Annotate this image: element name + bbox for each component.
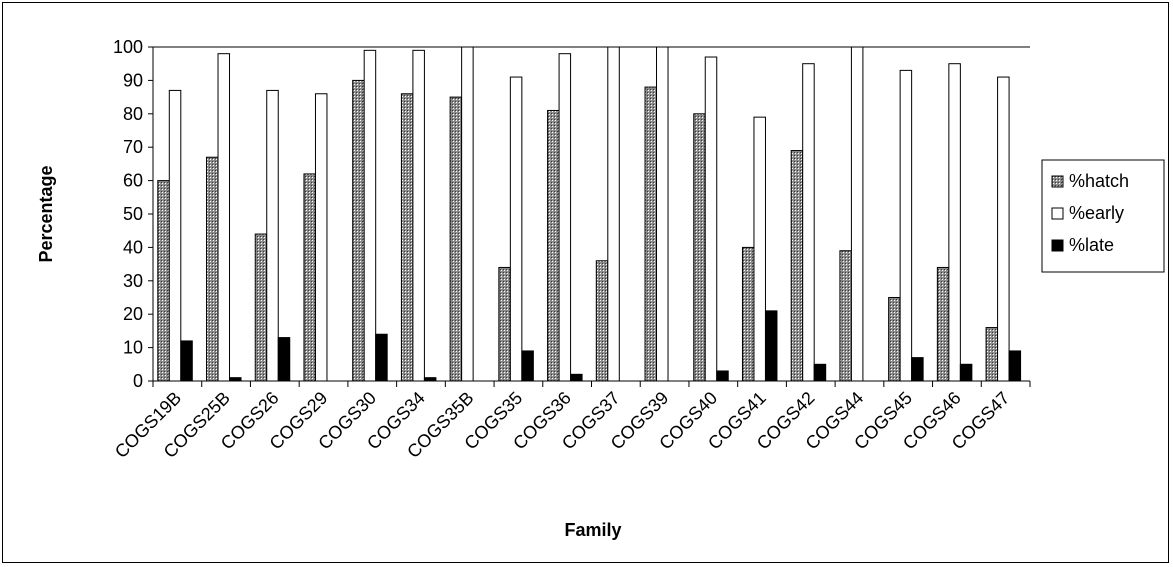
bar-pct-early-COGS19B [168, 89, 182, 382]
legend-swatch-pct-late [1051, 239, 1064, 252]
y-tick-labels: 0 10 20 30 40 50 60 70 80 90 100 [113, 37, 143, 391]
bar-pct-early-COGS29 [314, 93, 328, 382]
bar-pct-hatch-COGS19B [157, 180, 170, 382]
bar-pct-hatch-COGS30 [352, 79, 365, 382]
legend-label-pct-hatch: %hatch [1069, 171, 1129, 191]
y-tick-label-40: 40 [123, 237, 143, 257]
bar-pct-hatch-COGS46 [936, 266, 950, 382]
bar-pct-hatch-COGS40 [693, 113, 706, 382]
bar-pct-hatch-COGS36 [547, 109, 560, 382]
bar-pct-late-COGS47 [1008, 350, 1022, 382]
bar-pct-early-COGS45 [899, 69, 913, 382]
bar-pct-hatch-COGS37 [595, 260, 609, 382]
bar-pct-hatch-COGS39 [644, 86, 658, 382]
bar-pct-early-COGS47 [997, 76, 1010, 382]
bar-pct-early-COGS46 [948, 63, 961, 382]
bar-pct-hatch-COGS45 [888, 297, 901, 382]
bar-pct-late-COGS40 [716, 370, 729, 382]
bar-pct-late-COGS30 [375, 333, 388, 382]
bar-pct-hatch-COGS44 [839, 250, 852, 382]
bar-pct-early-COGS41 [753, 116, 766, 382]
x-axis-title: Family [564, 520, 621, 540]
bar-pct-hatch-COGS34 [400, 93, 414, 382]
bar-pct-early-COGS35 [509, 76, 523, 382]
y-axis-title: Percentage [36, 165, 56, 262]
bar-pct-late-COGS25B [229, 377, 242, 382]
bar-pct-early-COGS36 [558, 53, 572, 382]
bar-pct-hatch-COGS26 [254, 233, 268, 382]
bar-pct-late-COGS19B [180, 340, 193, 382]
y-tick-label-10: 10 [123, 338, 143, 358]
y-tick-label-50: 50 [123, 204, 143, 224]
y-tick-label-80: 80 [123, 104, 143, 124]
y-tick-label-90: 90 [123, 70, 143, 90]
bar-pct-early-COGS30 [363, 49, 377, 382]
y-tick-label-20: 20 [123, 304, 143, 324]
bar-pct-early-COGS35B [461, 46, 474, 382]
bar-pct-late-COGS26 [277, 337, 291, 382]
bar-pct-early-COGS44 [850, 46, 864, 382]
bar-pct-early-COGS25B [217, 53, 231, 382]
x-tick-labels: COGS19BCOGS25BCOGS26COGS29COGS30COGS34CO… [111, 388, 1014, 462]
bar-pct-late-COGS35 [521, 350, 534, 382]
legend-label-pct-early: %early [1069, 203, 1124, 223]
bar-pct-late-COGS42 [813, 363, 827, 382]
y-tick-label-60: 60 [123, 171, 143, 191]
y-tick-label-30: 30 [123, 271, 143, 291]
bar-pct-early-COGS37 [607, 46, 620, 382]
bar-pct-early-COGS34 [412, 49, 425, 382]
bar-pct-hatch-COGS35B [449, 96, 463, 382]
bar-pct-hatch-COGS29 [303, 173, 316, 382]
y-tick-label-70: 70 [123, 137, 143, 157]
y-tick-label-0: 0 [133, 371, 143, 391]
bar-pct-hatch-COGS42 [790, 150, 804, 382]
legend: %hatch %early %late [1041, 159, 1165, 273]
bar-pct-hatch-COGS35 [498, 266, 511, 382]
bar-pct-late-COGS41 [764, 310, 778, 382]
bar-pct-late-COGS46 [959, 363, 973, 382]
legend-label-pct-late: %late [1069, 235, 1114, 255]
bar-pct-late-COGS34 [423, 377, 437, 382]
bar-pct-hatch-COGS47 [985, 327, 999, 382]
bar-pct-late-COGS36 [570, 373, 583, 382]
bar-pct-early-COGS40 [704, 56, 718, 382]
axes [148, 46, 1031, 387]
bar-pct-early-COGS26 [266, 89, 279, 382]
legend-swatch-pct-hatch [1051, 175, 1064, 188]
bar-pct-late-COGS45 [911, 357, 924, 382]
bars [157, 46, 1022, 382]
legend-swatch-pct-early [1051, 207, 1064, 220]
bar-pct-early-COGS39 [656, 46, 669, 382]
bar-pct-hatch-COGS41 [741, 246, 755, 382]
y-tick-label-100: 100 [113, 37, 143, 57]
bar-pct-hatch-COGS25B [206, 156, 219, 382]
bar-pct-early-COGS42 [802, 63, 815, 382]
